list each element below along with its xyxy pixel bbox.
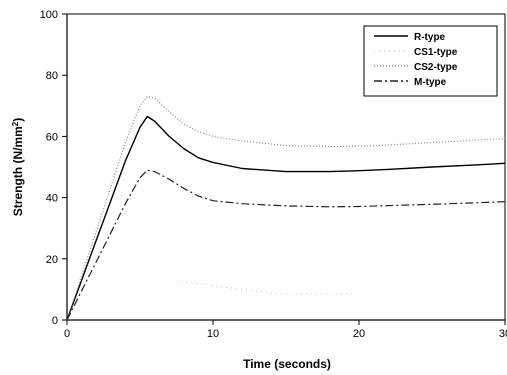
y-axis-title-superscript: 2	[11, 121, 20, 126]
y-tick-label: 100	[40, 9, 58, 21]
x-tick-label: 10	[207, 328, 219, 340]
legend: R-type CS1-type CS2-type M-type	[363, 25, 498, 97]
legend-label-r-type: R-type	[414, 32, 446, 43]
x-tick-label: 30	[499, 328, 507, 340]
y-tick-label: 80	[46, 70, 58, 82]
y-axis-ticks: 0 20 40 60 80 100	[40, 9, 67, 327]
y-tick-label: 0	[52, 315, 58, 327]
series-line-r-type	[66, 115, 506, 321]
series-line-m-type	[66, 169, 506, 321]
x-tick-label: 0	[64, 328, 70, 340]
legend-label-cs1-type: CS1-type	[414, 47, 458, 58]
y-axis-title: Strength (N/mm2)	[11, 118, 26, 216]
x-tick-label: 20	[353, 328, 365, 340]
y-tick-label: 60	[46, 131, 58, 143]
series-line-cs2-type	[66, 95, 506, 321]
y-axis-title-main: Strength (N/mm	[11, 126, 25, 216]
series-line-cs1-type	[176, 281, 352, 295]
legend-box	[363, 25, 498, 97]
x-axis-title: Time (seconds)	[243, 357, 331, 371]
plot-frame	[66, 13, 506, 321]
x-axis-ticks: 0 10 20 30	[64, 320, 507, 340]
y-tick-label: 20	[46, 254, 58, 266]
legend-label-m-type: M-type	[414, 77, 447, 88]
y-tick-label: 40	[46, 193, 58, 205]
legend-label-cs2-type: CS2-type	[414, 62, 458, 73]
series-layer	[66, 95, 506, 321]
y-axis-title-close: )	[11, 118, 25, 122]
